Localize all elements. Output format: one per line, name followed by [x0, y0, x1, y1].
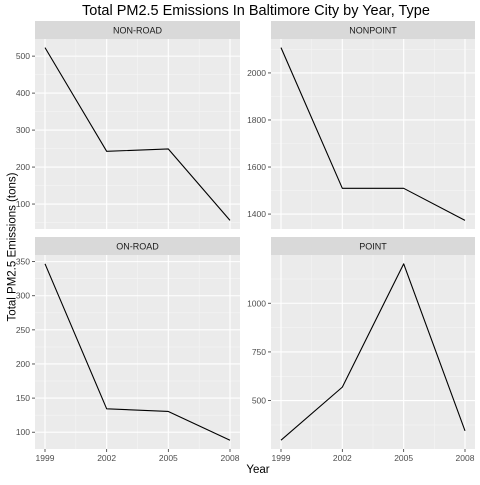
y-tick-label: 2000 [247, 68, 266, 78]
y-tick-label: 500 [16, 51, 30, 61]
y-tick-label: 300 [16, 125, 30, 135]
facet-strip-label: ON-ROAD [116, 242, 159, 252]
y-tick-label: 200 [16, 162, 30, 172]
y-tick-label: 1800 [247, 115, 266, 125]
facet-panel-on-road: ON-ROAD 100 150 200 250 300 350 1999 2002 2005 200… [16, 237, 240, 463]
y-tick-label: 1600 [247, 162, 266, 172]
y-tick-label: 100 [16, 199, 30, 209]
facet-strip-label: POINT [359, 242, 387, 252]
x-tick-label: 2008 [456, 453, 475, 463]
facet-strip-label: NON-ROAD [113, 26, 162, 36]
facet-strip-label: NONPOINT [349, 26, 397, 36]
y-tick-label: 100 [16, 427, 30, 437]
y-tick-label: 500 [252, 396, 266, 406]
y-tick-label: 750 [252, 347, 266, 357]
x-axis-label: Year [246, 464, 269, 476]
chart-title: Total PM2.5 Emissions In Baltimore City … [82, 3, 430, 19]
x-tick-label: 1999 [272, 453, 291, 463]
y-tick-label: 350 [16, 257, 30, 267]
y-tick-label: 300 [16, 291, 30, 301]
y-tick-label: 200 [16, 359, 30, 369]
facet-panel-point: POINT 500 750 1000 1999 2002 2005 2008 [247, 237, 475, 463]
x-tick-label: 2002 [97, 453, 116, 463]
facet-panel-non-road: NON-ROAD 100 200 300 400 500 [16, 21, 240, 229]
y-tick-label: 1400 [247, 209, 266, 219]
x-tick-label: 2005 [159, 453, 178, 463]
facet-panel-nonpoint: NONPOINT 1400 1600 1800 2000 [247, 21, 475, 229]
x-tick-label: 2002 [333, 453, 352, 463]
x-tick-label: 2005 [394, 453, 413, 463]
y-tick-label: 150 [16, 393, 30, 403]
x-tick-label: 2008 [221, 453, 240, 463]
y-tick-label: 400 [16, 88, 30, 98]
x-tick-label: 1999 [36, 453, 55, 463]
y-tick-label: 250 [16, 325, 30, 335]
y-tick-label: 1000 [247, 298, 266, 308]
